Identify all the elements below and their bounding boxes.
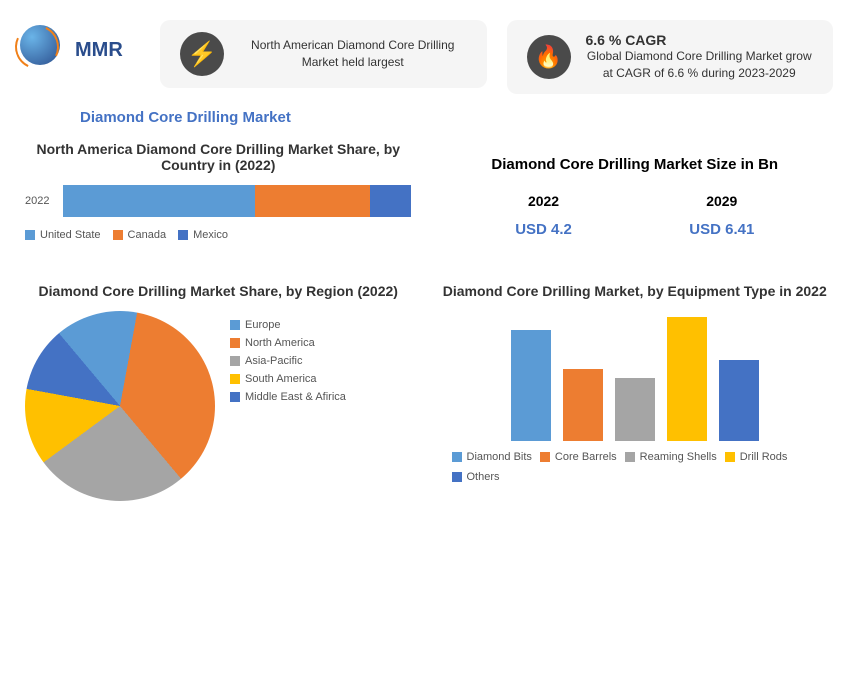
legend-swatch — [452, 452, 462, 462]
legend-item: Core Barrels — [540, 451, 617, 463]
stacked-bar-legend: United State Canada Mexico — [25, 229, 412, 241]
pie-title: Diamond Core Drilling Market Share, by R… — [25, 283, 412, 299]
bar — [511, 330, 551, 441]
pie-section: Diamond Core Drilling Market Share, by R… — [20, 278, 417, 506]
legend-label: Diamond Bits — [467, 451, 532, 463]
value-label: USD 4.2 — [515, 221, 572, 238]
market-size-box: Diamond Core Drilling Market Size in Bn … — [437, 136, 834, 258]
bar-title: Diamond Core Drilling Market, by Equipme… — [442, 283, 829, 299]
header-row: MMR ⚡ North American Diamond Core Drilli… — [20, 20, 833, 94]
pie-wrap: Europe North America Asia-Pacific South Ame… — [25, 311, 412, 501]
cagr-title: 6.6 % CAGR — [586, 32, 814, 48]
legend-swatch — [230, 374, 240, 384]
bar-section: Diamond Core Drilling Market, by Equipme… — [437, 278, 834, 506]
legend-label: North America — [245, 337, 315, 349]
main-title: Diamond Core Drilling Market — [80, 109, 833, 126]
legend-swatch — [113, 230, 123, 240]
legend-item: Reaming Shells — [625, 451, 717, 463]
card1-text: North American Diamond Core Drilling Mar… — [239, 37, 467, 71]
stacked-bar-wrap: 2022 — [25, 185, 412, 217]
legend-label: Reaming Shells — [640, 451, 717, 463]
flame-icon: 🔥 — [527, 35, 571, 79]
logo: MMR — [20, 20, 140, 80]
legend-label: Others — [467, 471, 500, 483]
market-size-col: 2029 USD 6.41 — [689, 193, 754, 238]
stacked-segment — [63, 185, 255, 217]
legend-swatch — [230, 338, 240, 348]
legend-item: South America — [230, 373, 346, 385]
legend-item: Drill Rods — [725, 451, 788, 463]
legend-item: Diamond Bits — [452, 451, 532, 463]
bolt-icon: ⚡ — [180, 32, 224, 76]
legend-item: Mexico — [178, 229, 228, 241]
logo-text: MMR — [75, 39, 123, 62]
market-size-col: 2022 USD 4.2 — [515, 193, 572, 238]
legend-label: Drill Rods — [740, 451, 788, 463]
legend-swatch — [230, 320, 240, 330]
info-card-region: ⚡ North American Diamond Core Drilling M… — [160, 20, 487, 88]
bar-legend: Diamond Bits Core Barrels Reaming Shells Dr… — [442, 451, 829, 483]
legend-item: Middle East & Afirica — [230, 391, 346, 403]
legend-label: Core Barrels — [555, 451, 617, 463]
legend-item: Canada — [113, 229, 167, 241]
year-label: 2022 — [515, 193, 572, 209]
legend-label: United State — [40, 229, 101, 241]
market-size-row: 2022 USD 4.2 2029 USD 6.41 — [457, 193, 814, 238]
legend-label: Asia-Pacific — [245, 355, 302, 367]
value-label: USD 6.41 — [689, 221, 754, 238]
legend-swatch — [452, 472, 462, 482]
legend-label: Europe — [245, 319, 280, 331]
stacked-segment — [370, 185, 412, 217]
stacked-bar-ylabel: 2022 — [25, 195, 55, 207]
legend-swatch — [230, 392, 240, 402]
legend-swatch — [625, 452, 635, 462]
stacked-bar-section: North America Diamond Core Drilling Mark… — [20, 136, 417, 258]
legend-swatch — [540, 452, 550, 462]
stacked-bar-title: North America Diamond Core Drilling Mark… — [25, 141, 412, 173]
bar — [563, 369, 603, 441]
legend-item: Asia-Pacific — [230, 355, 346, 367]
legend-item: Others — [452, 471, 500, 483]
legend-label: Mexico — [193, 229, 228, 241]
bar — [667, 317, 707, 441]
market-size-title: Diamond Core Drilling Market Size in Bn — [457, 156, 814, 173]
legend-item: United State — [25, 229, 101, 241]
content-grid: North America Diamond Core Drilling Mark… — [20, 136, 833, 506]
card2-text: Global Diamond Core Drilling Market grow… — [586, 48, 814, 82]
pie-chart — [25, 311, 215, 501]
info-card-cagr: 🔥 6.6 % CAGR Global Diamond Core Drillin… — [507, 20, 834, 94]
bar — [719, 360, 759, 441]
legend-swatch — [725, 452, 735, 462]
year-label: 2029 — [689, 193, 754, 209]
pie-legend: Europe North America Asia-Pacific South Ame… — [230, 319, 346, 403]
stacked-segment — [255, 185, 370, 217]
legend-label: Middle East & Afirica — [245, 391, 346, 403]
legend-label: South America — [245, 373, 317, 385]
legend-item: Europe — [230, 319, 346, 331]
globe-icon — [20, 25, 70, 75]
legend-label: Canada — [128, 229, 167, 241]
bar — [615, 378, 655, 440]
bar-chart — [442, 311, 829, 441]
legend-item: North America — [230, 337, 346, 349]
legend-swatch — [178, 230, 188, 240]
legend-swatch — [25, 230, 35, 240]
stacked-bar — [63, 185, 412, 217]
legend-swatch — [230, 356, 240, 366]
